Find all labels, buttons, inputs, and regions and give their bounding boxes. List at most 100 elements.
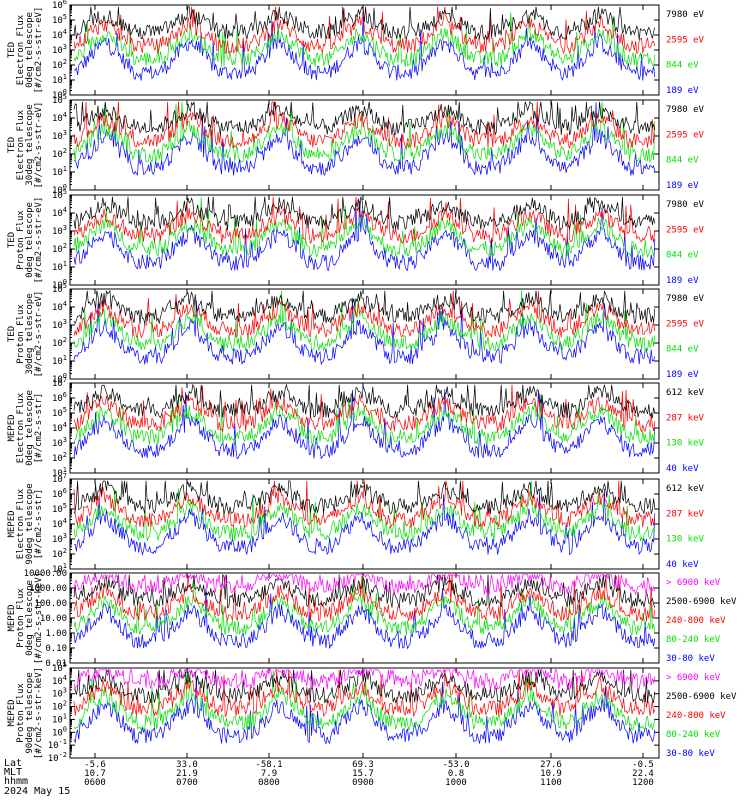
series-7-2: [73, 669, 656, 718]
series-7-0: [73, 676, 656, 745]
footer-1-2: 7.9: [261, 769, 277, 779]
y-axis-label-4-3: [#/cm2-s-str]: [34, 393, 44, 463]
series-2-1: [73, 197, 656, 259]
series-1-3: [73, 100, 656, 136]
y-axis-label-7-1: Proton Flux: [16, 683, 26, 743]
y-tick-label-4-4: 105: [52, 406, 67, 419]
legend-2-0: 7980 eV: [666, 200, 705, 210]
y-tick-label-1-4: 104: [52, 111, 67, 124]
y-axis-label-1-1: Electron Flux: [16, 109, 26, 180]
y-tick-label-4-1: 102: [52, 451, 67, 464]
y-axis-label-1-2: 30deg telescope: [25, 104, 35, 185]
footer-1-0: 10.7: [84, 769, 106, 779]
legend-1-3: 189 eV: [666, 181, 699, 191]
series-5-3: [73, 480, 656, 515]
y-axis-label-2-3: [#/cm2-s-str-eV]: [34, 197, 44, 284]
series-6-4: [73, 573, 656, 596]
legend-6-3: 80-240 keV: [666, 635, 721, 645]
y-tick-label-5-1: 102: [52, 547, 67, 560]
legend-2-1: 2595 eV: [666, 225, 705, 235]
y-axis-label-0-1: Electron Flux: [16, 14, 26, 85]
legend-3-1: 2595 eV: [666, 319, 705, 329]
legend-1-1: 2595 eV: [666, 130, 705, 140]
y-axis-label-7-3: [#/cm2-s-str-keV]: [34, 667, 44, 759]
y-tick-label-0-6: 106: [52, 0, 67, 11]
footer-1-3: 15.7: [352, 769, 374, 779]
y-tick-label-7-2: 100: [52, 725, 67, 738]
y-tick-label-5-4: 105: [52, 502, 67, 515]
legend-6-0: > 6900 keV: [666, 578, 721, 588]
y-tick-label-6-4: 100.00: [34, 599, 67, 609]
footer-0-3: 69.3: [352, 760, 374, 770]
y-axis-label-1-0: TED: [7, 137, 17, 153]
series-6-3: [73, 573, 656, 609]
legend-2-2: 844 eV: [666, 251, 699, 261]
y-tick-label-6-0: 0.01: [45, 659, 67, 669]
y-axis-label-5-2: 90deg telescope: [25, 483, 35, 564]
series-5-1: [73, 481, 656, 542]
y-tick-label-4-3: 104: [52, 421, 67, 434]
legend-5-3: 40 keV: [666, 560, 699, 570]
y-tick-label-5-5: 106: [52, 487, 67, 500]
series-6-0: [73, 587, 656, 650]
legend-2-3: 189 eV: [666, 276, 699, 286]
legend-4-2: 130 keV: [666, 439, 705, 449]
y-axis-label-2-2: 0deg telescope: [25, 202, 35, 278]
series-1-2: [73, 101, 656, 149]
series-3-3: [73, 289, 656, 325]
legend-6-1: 2500-6900 keV: [666, 597, 737, 607]
footer-2-2: 0800: [258, 778, 280, 788]
footer-2-5: 1100: [540, 778, 562, 788]
legend-3-0: 7980 eV: [666, 294, 705, 304]
legend-6-4: 30-80 keV: [666, 654, 715, 664]
y-axis-label-5-1: Electron Flux: [16, 488, 26, 559]
y-tick-label-0-2: 102: [52, 58, 67, 71]
series-0-0: [73, 17, 656, 81]
legend-0-3: 189 eV: [666, 86, 699, 96]
series-0-1: [73, 12, 656, 68]
y-axis-label-6-3: [#/cm2-s-str-keV]: [34, 572, 44, 664]
y-tick-label-7-5: 103: [52, 687, 67, 700]
series-4-3: [73, 383, 656, 419]
legend-5-1: 287 keV: [666, 509, 705, 519]
footer-1-4: 0.8: [448, 769, 464, 779]
y-axis-label-2-1: Proton Flux: [16, 210, 26, 270]
y-axis-label-3-1: Proton Flux: [16, 304, 26, 364]
y-tick-label-2-3: 103: [52, 224, 67, 237]
series-1-0: [73, 102, 656, 176]
y-tick-label-6-5: 1000.00: [29, 584, 67, 594]
y-tick-label-3-4: 104: [52, 300, 67, 313]
legend-7-4: 30-80 keV: [666, 749, 715, 759]
y-axis-label-6-0: MEPED: [7, 604, 17, 631]
y-axis-label-3-0: TED: [7, 326, 17, 342]
y-axis-label-4-1: Electron Flux: [16, 392, 26, 463]
series-4-1: [73, 394, 656, 446]
series-7-3: [73, 668, 656, 704]
y-axis-label-6-2: 0deg telescope: [25, 580, 35, 656]
series-2-0: [73, 200, 656, 272]
y-axis-label-5-3: [#/cm2-s-str]: [34, 489, 44, 559]
legend-1-0: 7980 eV: [666, 105, 705, 115]
y-axis-label-3-3: [#/cm2-s-str-eV]: [34, 291, 44, 378]
footer-2-3: 0900: [352, 778, 374, 788]
legend-5-0: 612 keV: [666, 484, 705, 494]
y-tick-label-1-2: 102: [52, 147, 67, 160]
panel-frame-1: [69, 99, 660, 191]
y-axis-label-7-0: MEPED: [7, 699, 17, 726]
y-axis-label-2-0: TED: [7, 232, 17, 248]
series-1-1: [73, 101, 656, 163]
y-axis-label-6-1: Proton Flux: [16, 588, 26, 648]
legend-7-1: 2500-6900 keV: [666, 692, 737, 702]
y-axis-label-0-2: 0deg telescope: [25, 12, 35, 88]
footer-1-5: 10.9: [540, 769, 562, 779]
y-tick-label-4-2: 103: [52, 436, 67, 449]
footer-1-6: 22.4: [632, 769, 654, 779]
legend-3-2: 844 eV: [666, 345, 699, 355]
footer-label-hhmm: hhmm: [4, 776, 29, 787]
series-3-0: [73, 297, 656, 366]
y-tick-label-0-1: 101: [52, 73, 67, 86]
series-5-0: [74, 488, 656, 556]
y-tick-label-1-1: 101: [52, 165, 67, 178]
legend-4-3: 40 keV: [666, 464, 699, 474]
footer-0-4: -53.0: [442, 760, 469, 770]
